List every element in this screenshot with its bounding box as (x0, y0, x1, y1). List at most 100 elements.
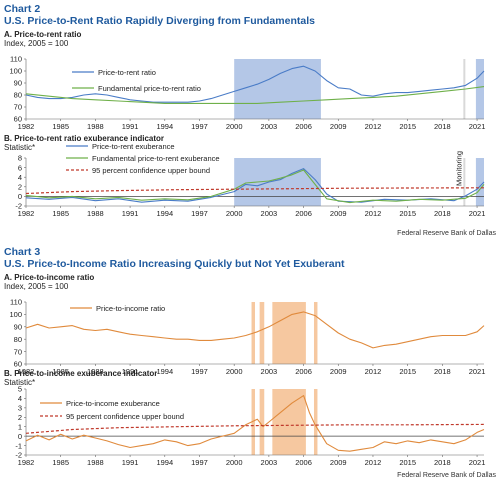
shaded-period-0 (251, 389, 255, 455)
shaded-period-1 (475, 59, 484, 119)
x-tick-label: 1994 (156, 209, 173, 218)
x-tick-label: 1991 (122, 367, 139, 376)
x-tick-label: 2006 (295, 122, 312, 131)
y-tick-label: 70 (14, 347, 22, 356)
legend-label-2: 95 percent confidence upper bound (92, 166, 210, 175)
chart2-panel-a-title: A. Price-to-rent ratio (4, 30, 82, 39)
x-tick-label: 1985 (52, 209, 69, 218)
series-line-1 (25, 86, 485, 104)
x-tick-label: 2018 (434, 122, 451, 131)
legend-label-0: Price-to-rent exuberance (92, 142, 175, 151)
x-tick-label: 1982 (18, 122, 35, 131)
chart3-panel-a-title: A. Price-to-income ratio (4, 273, 95, 282)
y-tick-label: 8 (18, 154, 22, 163)
chart3-panel-b-titles: B. Price-to-income exuberance indicator … (4, 369, 157, 387)
x-tick-label: 1982 (18, 367, 35, 376)
chart2-label: Chart 2 (4, 3, 41, 15)
y-tick-label: 100 (9, 310, 22, 319)
x-tick-label: 2012 (365, 122, 382, 131)
x-tick-label: 2012 (365, 458, 382, 467)
shaded-period-1 (475, 158, 484, 206)
chart2-source: Federal Reserve Bank of Dallas (397, 230, 496, 237)
chart2-panel-b-unit: Statistic* (4, 143, 36, 152)
x-tick-label: 2006 (295, 367, 312, 376)
legend-label-1: Fundamental price-to-rent ratio (98, 84, 201, 93)
y-tick-label: 0 (18, 192, 22, 201)
shaded-period-1 (259, 389, 265, 455)
y-tick-label: 4 (18, 173, 22, 182)
shaded-period-2 (272, 389, 306, 455)
chart3-title: U.S. Price-to-Income Ratio Increasing Qu… (4, 258, 345, 270)
x-tick-label: 2003 (261, 367, 278, 376)
y-tick-label: 60 (14, 115, 22, 124)
y-tick-label: -2 (15, 451, 22, 460)
x-tick-label: 1997 (191, 367, 208, 376)
y-tick-label: 1 (18, 422, 22, 431)
y-tick-label: 80 (14, 335, 22, 344)
y-tick-label: 60 (14, 360, 22, 369)
shaded-period-1 (259, 302, 265, 364)
x-tick-label: 2009 (330, 122, 347, 131)
y-tick-label: 80 (14, 91, 22, 100)
x-tick-label: 2018 (434, 367, 451, 376)
y-tick-label: 2 (18, 413, 22, 422)
chart2-header: Chart 2 U.S. Price-to-Rent Ratio Rapidly… (4, 3, 315, 27)
x-tick-label: 1985 (52, 122, 69, 131)
x-tick-label: 2009 (330, 209, 347, 218)
y-tick-label: 90 (14, 79, 22, 88)
x-tick-label: 1988 (87, 209, 104, 218)
x-tick-label: 1982 (18, 458, 35, 467)
series-line-1 (25, 423, 485, 434)
monitoring-label: Monitoring (454, 151, 463, 186)
x-tick-label: 2003 (261, 209, 278, 218)
x-tick-label: 2006 (295, 209, 312, 218)
y-tick-label: 100 (9, 67, 22, 76)
y-tick-label: 5 (18, 385, 22, 394)
x-tick-label: 1991 (122, 122, 139, 131)
x-tick-label: 2000 (226, 209, 243, 218)
x-tick-label: 2015 (399, 122, 416, 131)
chart3-header: Chart 3 U.S. Price-to-Income Ratio Incre… (4, 246, 345, 270)
legend-label-1: Fundamental price-to-rent exuberance (92, 154, 220, 163)
y-tick-label: 2 (18, 183, 22, 192)
series-line-0 (25, 311, 485, 349)
x-tick-label: 2009 (330, 458, 347, 467)
x-tick-label: 1994 (156, 458, 173, 467)
y-tick-label: 4 (18, 394, 22, 403)
chart3-panel-a-titles: A. Price-to-income ratio Index, 2005 = 1… (4, 273, 94, 291)
legend-label-0: Price-to-income ratio (96, 304, 165, 313)
y-tick-label: 3 (18, 404, 22, 413)
x-tick-label: 2006 (295, 458, 312, 467)
x-tick-label: 2003 (261, 122, 278, 131)
chart2-panel-a-unit: Index, 2005 = 100 (4, 39, 69, 48)
chart3-label: Chart 3 (4, 246, 41, 258)
x-tick-label: 2021 (469, 122, 486, 131)
x-tick-label: 1994 (156, 122, 173, 131)
y-tick-label: 70 (14, 103, 22, 112)
x-tick-label: 1994 (156, 367, 173, 376)
x-tick-label: 1997 (191, 458, 208, 467)
x-tick-label: 2015 (399, 209, 416, 218)
y-tick-label: 110 (10, 298, 22, 307)
x-tick-label: 1988 (87, 122, 104, 131)
chart3-panel-b-unit: Statistic* (4, 378, 36, 387)
series-line-1 (25, 169, 485, 204)
x-tick-label: 1997 (191, 209, 208, 218)
chart3-source: Federal Reserve Bank of Dallas (397, 472, 496, 479)
x-tick-label: 2000 (226, 122, 243, 131)
x-tick-label: 2000 (226, 367, 243, 376)
chart2-panel-b-title: B. Price-to-rent ratio exuberance indica… (4, 134, 165, 143)
x-tick-label: 1991 (122, 209, 139, 218)
x-tick-label: 2012 (365, 367, 382, 376)
shaded-period-3 (313, 302, 318, 364)
x-tick-label: 1982 (18, 209, 35, 218)
chart2-panel-a-titles: A. Price-to-rent ratio Index, 2005 = 100 (4, 30, 81, 48)
y-tick-label: -1 (15, 441, 22, 450)
shaded-period-0 (234, 158, 321, 206)
x-tick-label: 1997 (191, 122, 208, 131)
x-tick-label: 1991 (122, 458, 139, 467)
